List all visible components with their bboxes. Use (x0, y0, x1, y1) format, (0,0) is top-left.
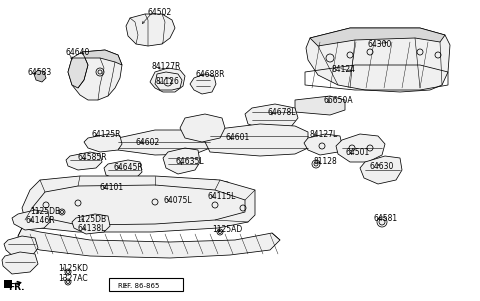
Polygon shape (34, 70, 46, 82)
Polygon shape (154, 188, 186, 208)
Polygon shape (18, 228, 280, 258)
Polygon shape (204, 124, 308, 156)
Polygon shape (72, 214, 110, 234)
Text: 64581: 64581 (373, 214, 397, 223)
Polygon shape (306, 28, 450, 92)
Circle shape (314, 162, 318, 166)
Polygon shape (360, 156, 402, 184)
Text: 84124: 84124 (332, 65, 356, 74)
Polygon shape (68, 58, 88, 88)
Text: 81126: 81126 (156, 77, 180, 86)
Polygon shape (2, 252, 38, 274)
Text: 1125KD: 1125KD (58, 264, 88, 273)
Text: 64602: 64602 (136, 138, 160, 147)
Text: 64101: 64101 (100, 183, 124, 192)
Circle shape (98, 216, 101, 219)
Polygon shape (295, 96, 345, 115)
Circle shape (98, 70, 102, 74)
Circle shape (67, 271, 70, 274)
Text: 64115L: 64115L (208, 192, 236, 201)
Polygon shape (304, 134, 342, 155)
Text: 64146R: 64146R (25, 216, 55, 225)
Text: 84127L: 84127L (310, 130, 338, 139)
Text: 64645R: 64645R (113, 163, 143, 172)
Text: 1125DB: 1125DB (76, 215, 106, 224)
Text: 64300: 64300 (367, 40, 391, 49)
Text: 64630: 64630 (370, 162, 395, 171)
Circle shape (379, 219, 385, 225)
Text: 84127R: 84127R (152, 62, 181, 71)
Polygon shape (336, 134, 385, 162)
Polygon shape (180, 114, 225, 142)
Polygon shape (32, 185, 245, 225)
Polygon shape (126, 14, 175, 46)
Text: 1327AC: 1327AC (58, 274, 88, 283)
Polygon shape (163, 148, 200, 174)
FancyBboxPatch shape (109, 278, 183, 291)
Text: FR.: FR. (8, 283, 24, 292)
Polygon shape (66, 152, 102, 170)
Polygon shape (150, 68, 185, 92)
Text: 1125DB: 1125DB (30, 207, 60, 216)
Text: 64138L: 64138L (78, 224, 107, 233)
Polygon shape (82, 50, 122, 65)
Text: REF. 86-865: REF. 86-865 (118, 283, 159, 289)
Polygon shape (245, 104, 298, 130)
Text: 64601: 64601 (225, 133, 249, 142)
Text: 64640: 64640 (65, 48, 89, 57)
Polygon shape (12, 210, 50, 230)
Polygon shape (112, 130, 210, 155)
Text: 64635L: 64635L (176, 157, 204, 166)
Text: 81128: 81128 (314, 157, 338, 166)
Text: 1125AD: 1125AD (212, 225, 242, 234)
Bar (4, 280, 12, 288)
Polygon shape (190, 180, 230, 203)
Circle shape (60, 210, 63, 213)
Circle shape (218, 231, 221, 234)
Text: 64502: 64502 (148, 8, 172, 17)
Polygon shape (22, 176, 255, 232)
Text: 64501: 64501 (345, 148, 369, 157)
Circle shape (67, 281, 70, 284)
Text: 64583: 64583 (28, 68, 52, 77)
Polygon shape (104, 160, 142, 180)
Polygon shape (84, 134, 122, 152)
Text: 66650A: 66650A (323, 96, 353, 105)
Text: 64125R: 64125R (91, 130, 120, 139)
Text: 64075L: 64075L (163, 196, 192, 205)
Polygon shape (68, 50, 122, 100)
Text: 64678L: 64678L (268, 108, 297, 117)
Text: 64688R: 64688R (196, 70, 226, 79)
Text: 64585R: 64585R (78, 153, 108, 162)
Polygon shape (190, 74, 216, 94)
Polygon shape (310, 28, 445, 46)
Polygon shape (4, 236, 38, 258)
